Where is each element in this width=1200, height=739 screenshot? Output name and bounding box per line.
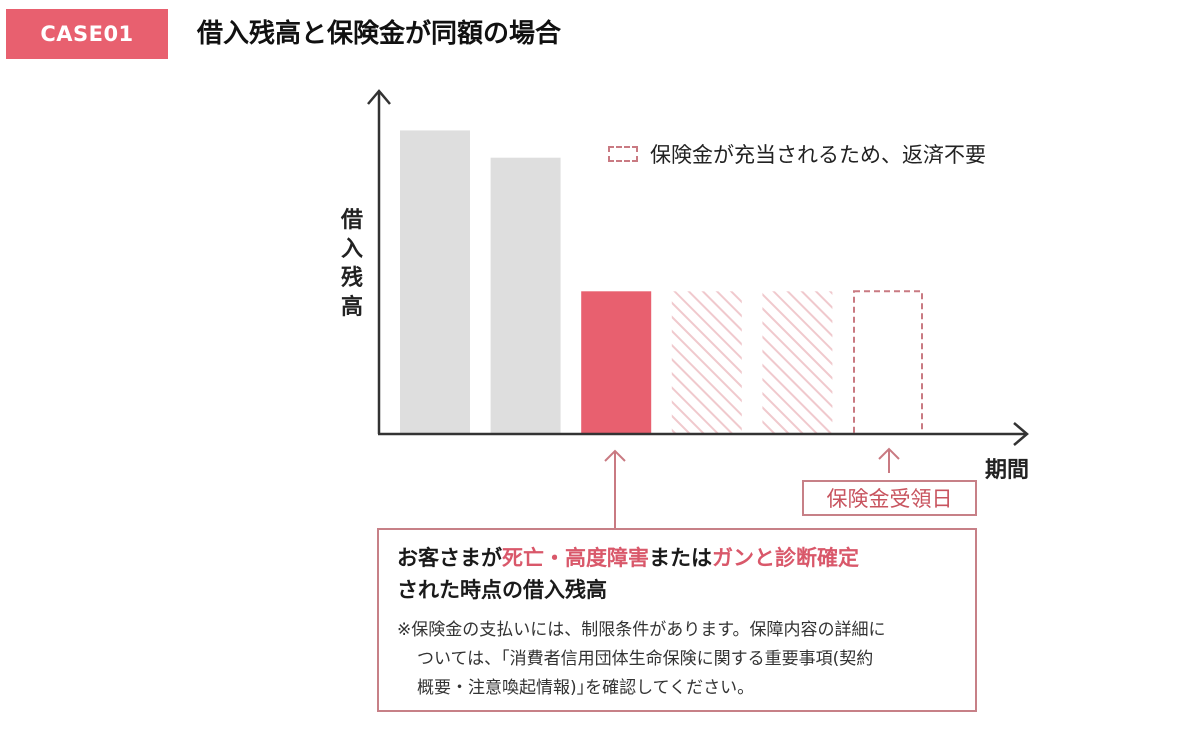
bar-3 [581,291,652,434]
y-axis-label: 借入残高 [340,208,363,320]
callout-footnote: ※保険金の支払いには、制限条件があります。保障内容の詳細に ついては、｢消費者信… [397,616,957,703]
callout-prefix: お客さまが [397,546,502,570]
payout-date-label: 保険金受領日 [802,480,977,516]
bar-5 [762,291,833,434]
callout-box: お客さまが死亡・高度障害またはガンと診断確定 された時点の借入残高 ※保険金の支… [377,528,977,712]
date-arrow-head [878,447,900,460]
footnote-line2: ついては、｢消費者信用団体生命保険に関する重要事項(契約 [417,649,874,669]
x-axis-arrow [1013,422,1029,446]
case-title: 借入残高と保険金が同額の場合 [197,19,562,49]
footnote-line1: ※保険金の支払いには、制限条件があります。保障内容の詳細に [397,620,886,640]
bar-4 [671,291,742,434]
y-axis-arrow [367,89,391,105]
callout-highlight-cancer: ガンと診断確定 [712,546,859,570]
x-axis-label: 期間 [985,458,1030,483]
case-badge: CASE01 [6,9,168,59]
legend: 保険金が充当されるため、返済不要 [608,139,986,169]
callout-line1: お客さまが死亡・高度障害またはガンと診断確定 [397,542,957,574]
callout-line2: された時点の借入残高 [397,578,607,602]
callout-arrow-head [604,449,626,462]
legend-label: 保険金が充当されるため、返済不要 [650,143,986,167]
footnote-line3: 概要・注意喚起情報)｣を確認してください。 [417,678,755,698]
legend-swatch [608,146,638,162]
callout-mid: または [649,546,712,570]
callout-highlight-death: 死亡・高度障害 [502,546,649,570]
bar-2 [490,157,561,434]
bar-6 [853,290,923,435]
bar-1 [400,130,470,434]
